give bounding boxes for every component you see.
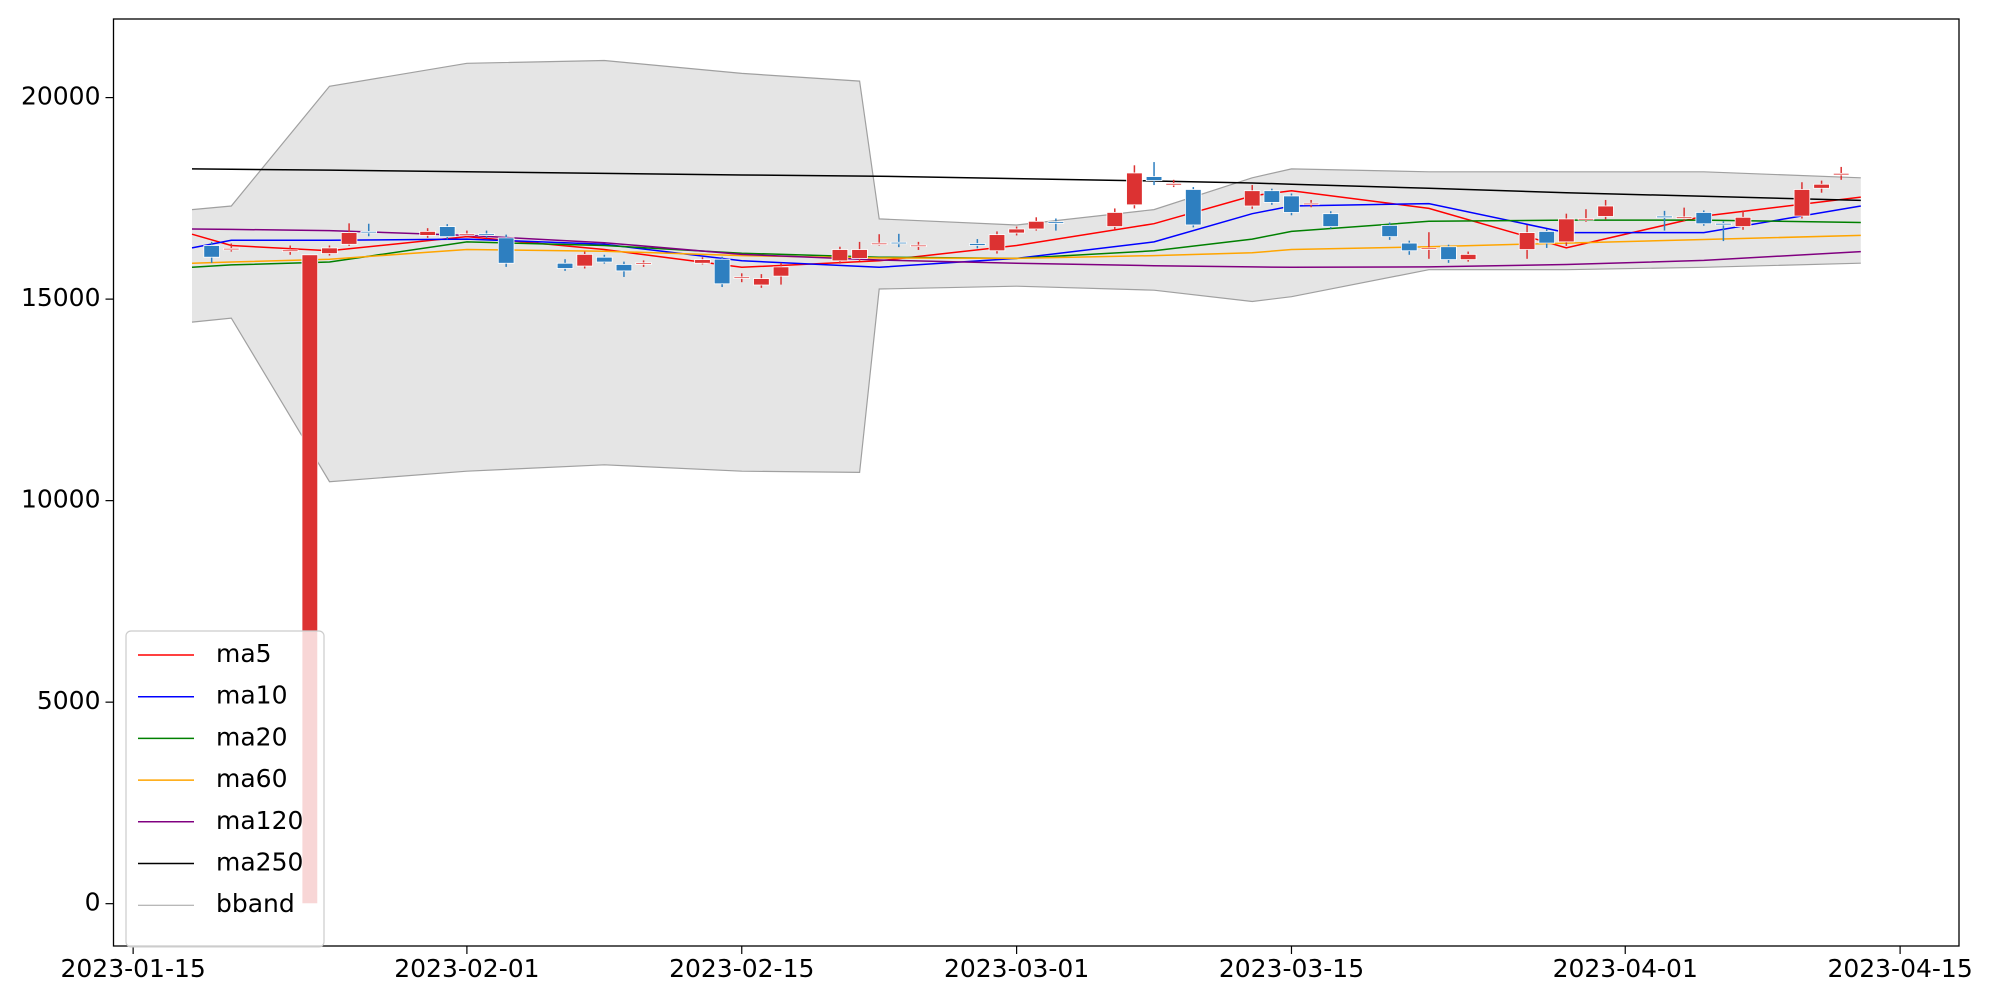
candle-body [203,245,220,258]
candle-body [910,244,927,248]
candle-body [1459,253,1477,261]
x-tick-label: 2023-03-15 [1219,954,1364,983]
candle-body [1577,218,1595,221]
x-tick-label: 2023-03-01 [944,954,1089,983]
candle-body [1558,218,1575,243]
candle-body [223,247,240,251]
candle-body [1322,213,1339,227]
x-tick-label: 2023-01-15 [60,954,205,983]
candle-body [1106,212,1124,227]
candle-body [556,262,574,269]
candle-body [478,233,495,236]
candle-body [1656,215,1673,219]
x-tick-label: 2023-04-15 [1827,954,1972,983]
candle-body [1695,212,1713,225]
ma-line [191,168,1861,202]
candle-body [1715,222,1732,226]
candle-body [576,253,593,267]
candle-body [1832,172,1850,176]
candle-body [1734,216,1752,227]
candle-body [615,264,633,272]
y-tick-label: 20000 [21,82,101,111]
candle-body [1813,183,1830,189]
legend-label: ma120 [216,806,303,835]
bband-area [192,60,1861,482]
candle-body [890,241,908,245]
x-tick-label: 2023-02-15 [669,954,814,983]
legend-label: ma60 [216,764,287,793]
x-tick-label: 2023-02-01 [394,954,539,983]
candle-body [1283,195,1300,213]
x-tick-label: 2023-04-01 [1553,954,1698,983]
candle-body [360,231,377,234]
plot-area [191,59,1861,905]
candle-body [1047,221,1065,224]
candle-body [1420,247,1438,250]
candle-body [596,256,613,263]
candle-body [1243,190,1261,207]
candle-body [851,249,868,259]
legend-label: ma10 [216,681,287,710]
candle-body [635,262,652,265]
candle-body [1165,183,1182,186]
axes: 0 5000 10000 15000 20000 2023-01-15 2023-02-01… [21,82,1973,983]
candle-body [1440,246,1457,261]
legend-label: ma5 [216,639,272,668]
candle-body [419,231,436,236]
candle-body [1401,242,1418,252]
bband-lower [191,262,1861,483]
candle-body [694,259,711,264]
candle-body [713,258,731,285]
legend-label: ma250 [216,848,303,877]
legend-label: bband [216,889,295,918]
candle-body [1008,228,1025,234]
candle-body [988,234,1006,252]
bband-upper [191,59,1861,226]
candle-body [1597,205,1614,217]
candle-body [1185,189,1202,226]
legend: ma5 ma10 ma20 ma60 ma120 ma250 bband [125,630,325,948]
candle-body [733,276,751,279]
candle-body [1381,224,1398,238]
candle-body [1793,189,1811,217]
candle-body [497,237,515,264]
candle-body [1263,190,1281,203]
candle-body [753,278,770,286]
candle-body [340,232,358,245]
candle-body [439,226,456,238]
y-tick-label: 15000 [21,283,101,312]
candle-body [458,233,476,236]
candle-body [281,249,299,252]
candle-body [1518,232,1536,250]
y-tick-label: 0 [85,888,101,917]
candle-body [1145,176,1163,182]
y-tick-label: 10000 [21,485,101,514]
legend-box [125,630,325,948]
candle-body [831,249,849,262]
legend-label: ma20 [216,722,287,751]
y-tick-label: 5000 [37,686,101,715]
candle-body [321,247,338,254]
candle-body [1027,220,1045,230]
candle-body [1302,202,1320,206]
candle-body [1538,231,1555,244]
candle-body [870,242,888,245]
candle-body [1675,216,1693,219]
candle-body [969,243,986,246]
candle-body [1126,172,1143,206]
candle-body [772,266,790,277]
